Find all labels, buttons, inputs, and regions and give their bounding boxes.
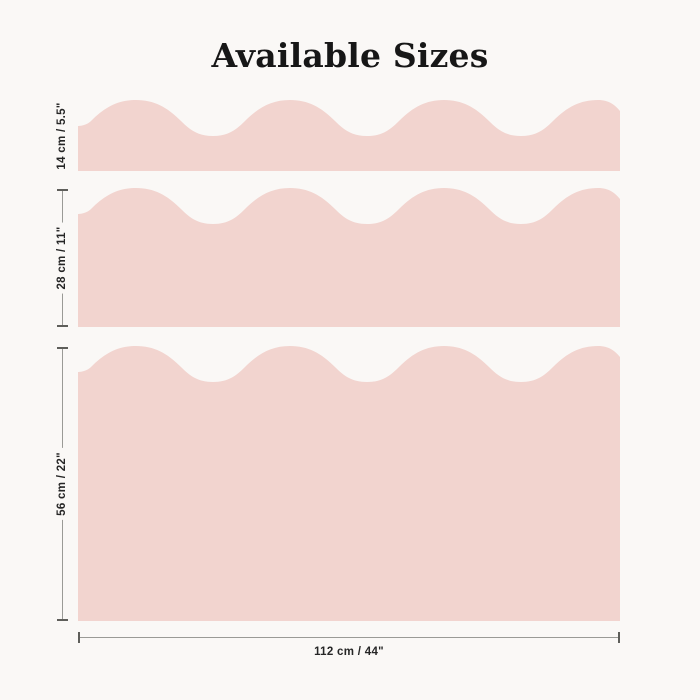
- dimension-cap-left: [78, 632, 80, 643]
- dimension-width: 112 cm / 44": [78, 632, 620, 658]
- dimension-label-large: 56 cm / 22": [53, 448, 71, 520]
- dimension-cap-right: [618, 632, 620, 643]
- dimension-label-medium: 28 cm / 11": [53, 222, 71, 294]
- page-title: Available Sizes: [211, 36, 489, 75]
- dimension-cap-top: [57, 347, 68, 349]
- dimension-cap-bottom: [57, 619, 68, 621]
- dimension-cap-top: [57, 189, 68, 191]
- swatch-large: [78, 346, 620, 621]
- dimension-line: [78, 637, 620, 638]
- dimension-label-small: 14 cm / 5.5": [53, 98, 71, 174]
- swatch-small-shape: [78, 100, 620, 171]
- swatch-small: [78, 100, 620, 171]
- swatch-large-shape: [78, 346, 620, 621]
- dimension-cap-bottom: [57, 325, 68, 327]
- dimension-label-width: 112 cm / 44": [314, 646, 384, 658]
- swatch-medium-shape: [78, 188, 620, 327]
- swatch-medium: [78, 188, 620, 327]
